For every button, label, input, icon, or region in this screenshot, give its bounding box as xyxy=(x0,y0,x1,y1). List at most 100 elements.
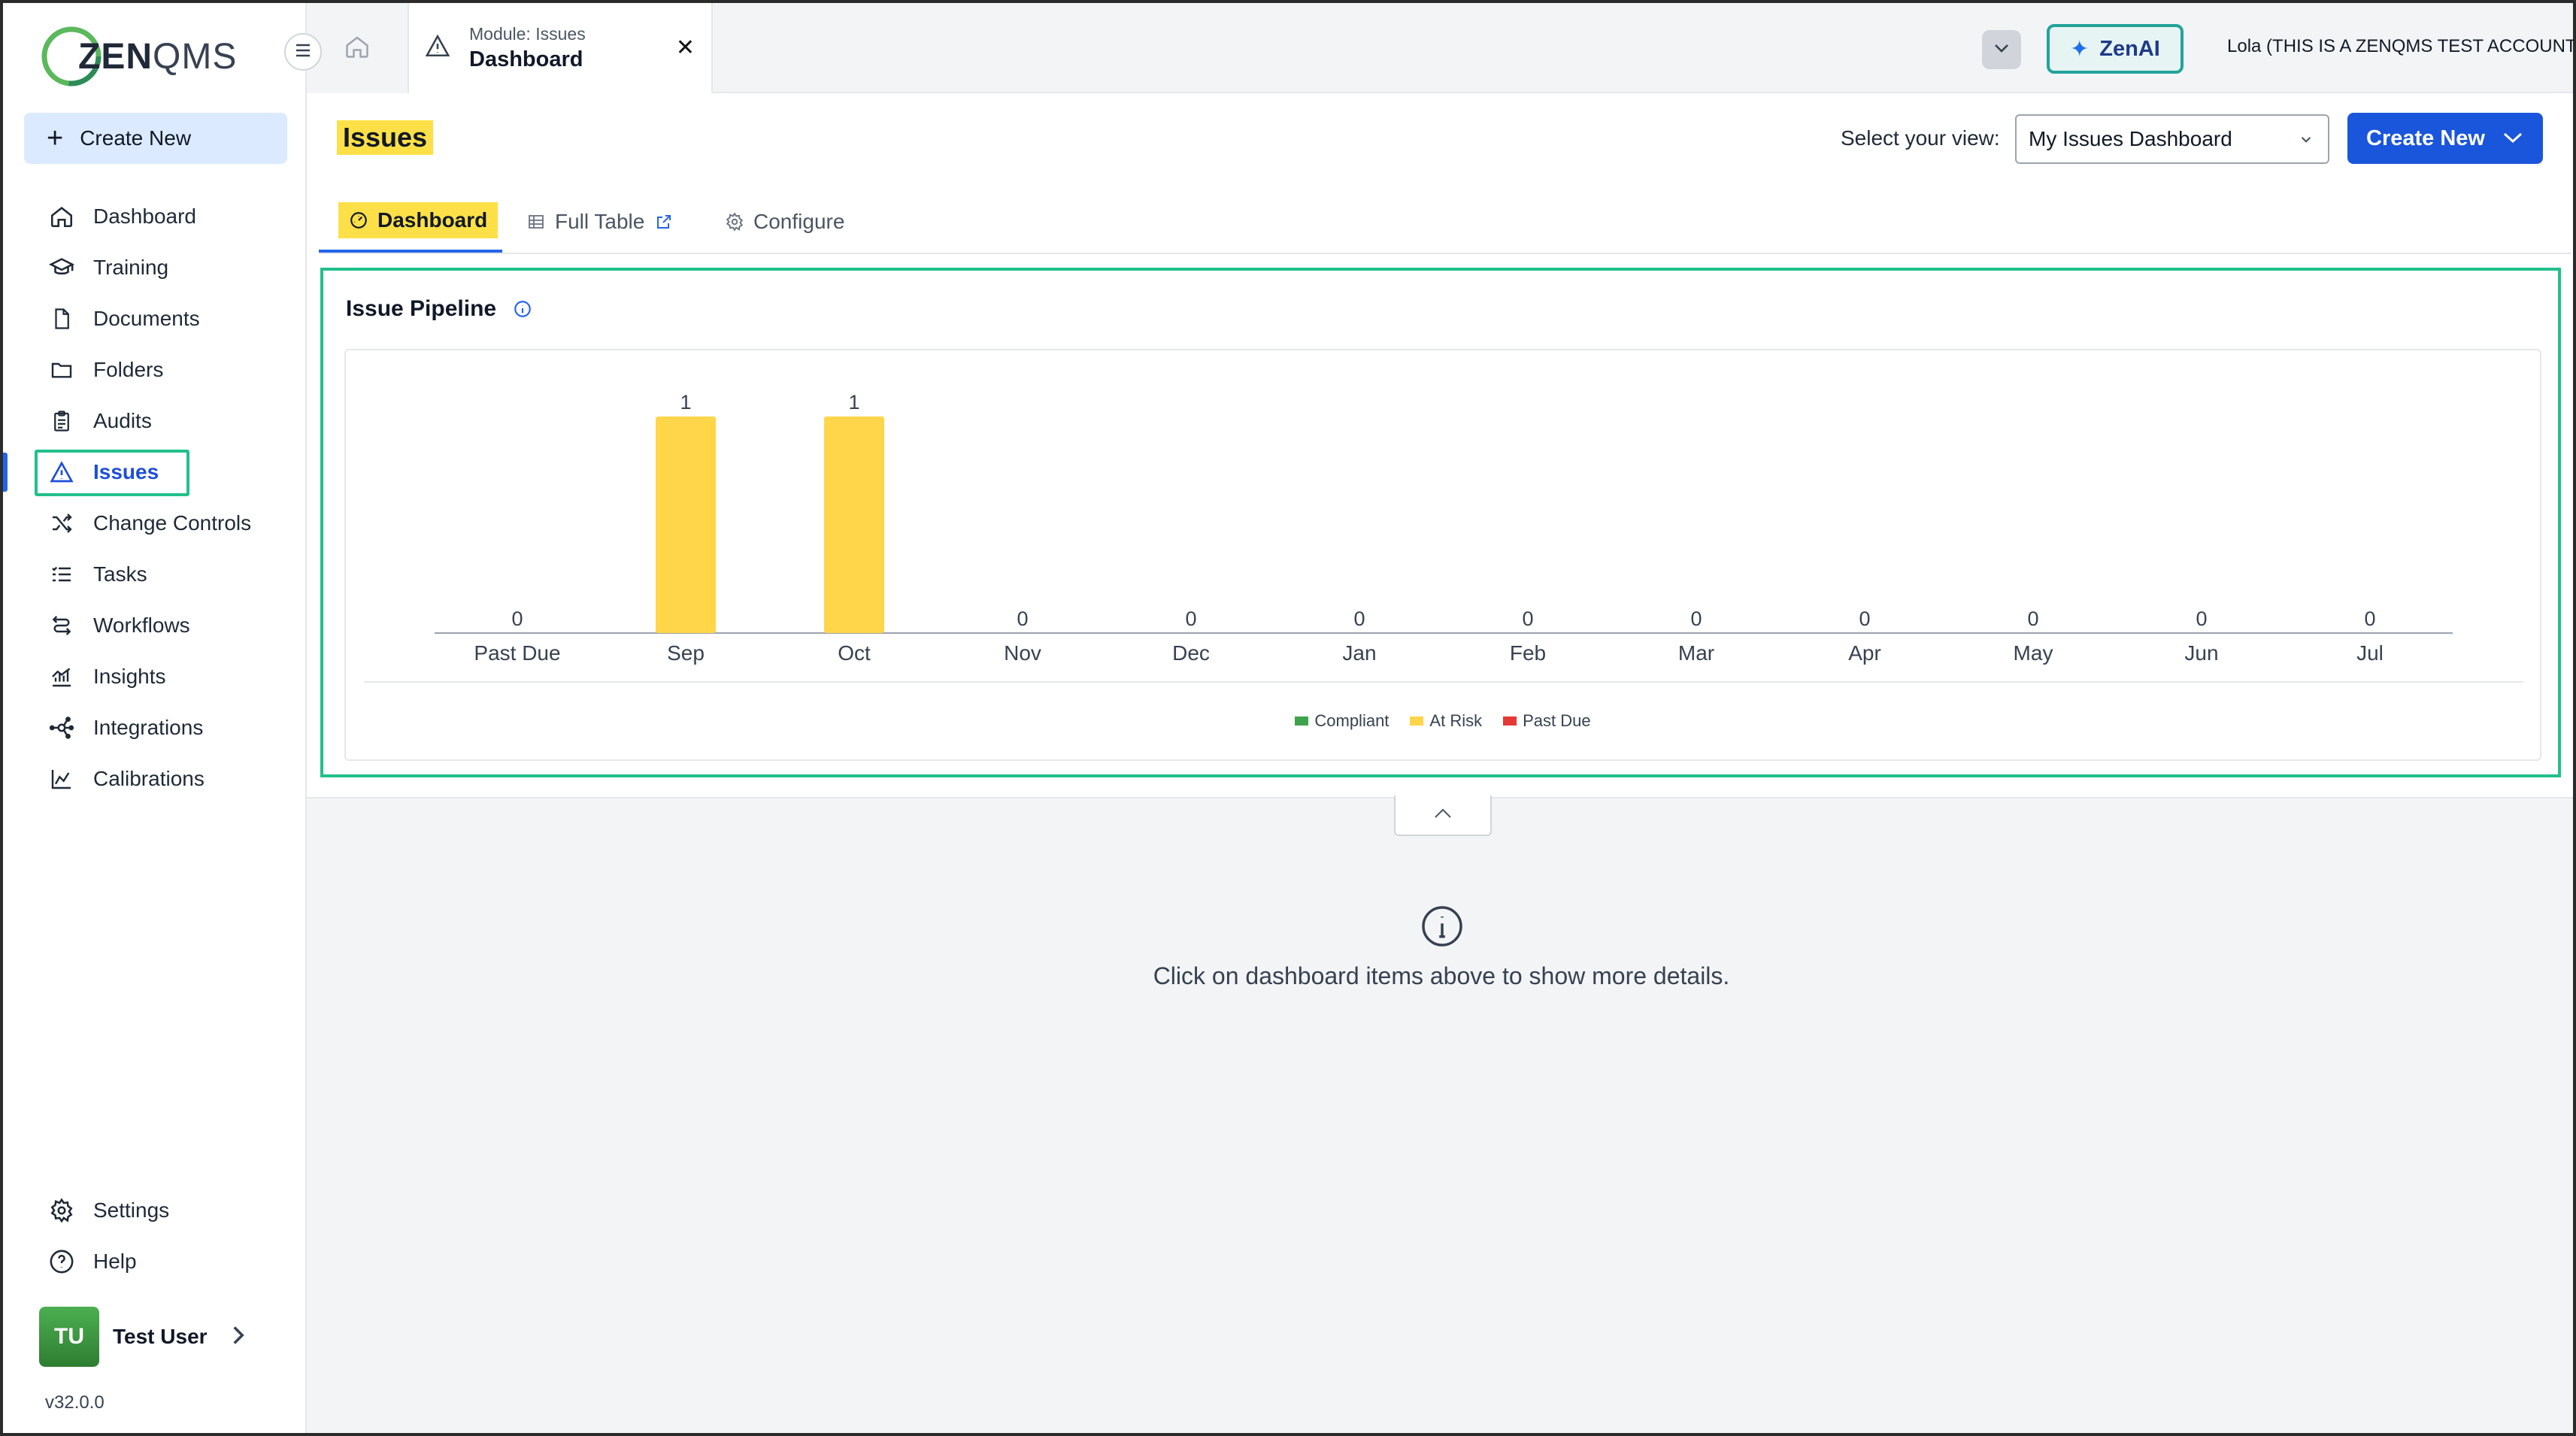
legend-item[interactable]: At Risk xyxy=(1410,711,1482,731)
home-icon xyxy=(343,33,371,64)
sidebar-item-audits[interactable]: Audits xyxy=(3,395,304,447)
x-tick-label: Oct xyxy=(838,641,871,665)
tabs-dropdown-button[interactable] xyxy=(1982,30,2021,69)
legend-label: Compliant xyxy=(1314,711,1390,730)
collapse-handle[interactable] xyxy=(1394,795,1492,836)
data-label: 1 xyxy=(848,391,859,414)
x-tick-label: Jun xyxy=(2184,641,2218,665)
sidebar-item-folders[interactable]: Folders xyxy=(3,344,304,395)
line-chart-icon xyxy=(47,764,77,794)
x-tick-label: Past Due xyxy=(474,641,560,665)
sidebar-item-insights[interactable]: Insights xyxy=(3,651,304,702)
sidebar-item-label: Dashboard xyxy=(93,204,196,228)
x-tick-label: Dec xyxy=(1172,641,1210,665)
sidebar-item-settings[interactable]: Settings xyxy=(3,1185,304,1236)
warning-triangle-icon xyxy=(47,457,77,487)
gear-icon xyxy=(725,212,744,232)
sidebar-item-calibrations[interactable]: Calibrations xyxy=(3,753,304,804)
details-panel: Click on dashboard items above to show m… xyxy=(307,795,2573,1433)
data-label: 0 xyxy=(1690,607,1702,630)
menu-icon xyxy=(294,42,312,62)
tab-configure[interactable]: Configure xyxy=(725,191,844,253)
bar-at-risk-sep[interactable] xyxy=(656,417,716,633)
sidebar-nav: Dashboard Training Documents Folders xyxy=(3,191,304,804)
clipboard-icon xyxy=(47,406,77,436)
bar-at-risk-oct[interactable] xyxy=(824,417,884,633)
legend-swatch xyxy=(1503,716,1517,726)
sidebar-item-label: Insights xyxy=(93,665,166,688)
sidebar-item-integrations[interactable]: Integrations xyxy=(3,702,304,753)
view-select-value: My Issues Dashboard xyxy=(2029,127,2232,150)
page-title: Issues xyxy=(337,120,434,155)
sidebar-item-help[interactable]: Help xyxy=(3,1236,304,1287)
sidebar-item-label: Change Controls xyxy=(93,511,252,535)
sidebar-item-label: Issues xyxy=(93,460,159,483)
x-tick-label: Apr xyxy=(1848,641,1881,665)
sidebar-item-change-controls[interactable]: Change Controls xyxy=(3,498,304,549)
sidebar-item-documents[interactable]: Documents xyxy=(3,293,304,344)
tab-label: Dashboard xyxy=(377,208,488,232)
x-tick-label: Nov xyxy=(1004,641,1041,665)
data-label: 0 xyxy=(1185,607,1196,630)
sidebar-item-issues[interactable]: Issues xyxy=(3,447,304,498)
checklist-icon xyxy=(47,559,77,589)
view-select[interactable]: My Issues Dashboard xyxy=(2015,114,2329,164)
sidebar-item-training[interactable]: Training xyxy=(3,242,304,293)
sidebar-item-label: Training xyxy=(93,256,169,279)
zenqms-logo[interactable]: ZENQMS xyxy=(39,15,237,98)
tab-label: Configure xyxy=(753,210,845,233)
table-icon xyxy=(526,213,546,231)
sidebar-item-label: Settings xyxy=(93,1198,170,1222)
graduation-cap-icon xyxy=(47,253,77,283)
user-name: Test User xyxy=(113,1325,208,1348)
sidebar-item-label: Audits xyxy=(93,409,152,432)
create-new-button[interactable]: Create New xyxy=(2347,113,2543,164)
sidebar-create-new-button[interactable]: + Create New xyxy=(24,113,287,164)
tab-dashboard[interactable]: Dashboard xyxy=(319,191,502,253)
app-version: v32.0.0 xyxy=(45,1392,105,1413)
legend-divider xyxy=(364,681,2523,683)
tab-strip-background xyxy=(713,3,2573,92)
sidebar-item-label: Help xyxy=(93,1250,137,1273)
home-tab[interactable] xyxy=(307,3,409,93)
account-name[interactable]: Lola (THIS IS A ZENQMS TEST ACCOUNT) xyxy=(2227,36,2576,56)
info-icon[interactable] xyxy=(513,299,532,319)
sidebar-toggle-button[interactable] xyxy=(284,33,322,71)
data-label: 0 xyxy=(511,607,523,630)
tab-issues-dashboard[interactable]: Module: Issues Dashboard ✕ xyxy=(409,3,713,93)
x-tick-label: Jul xyxy=(2356,641,2384,665)
sidebar-item-workflows[interactable]: Workflows xyxy=(3,600,304,651)
sidebar-item-tasks[interactable]: Tasks xyxy=(3,549,304,600)
data-label: 0 xyxy=(2196,607,2207,630)
legend-label: At Risk xyxy=(1429,711,1483,730)
sidebar-create-new-label: Create New xyxy=(80,126,192,150)
pipeline-title-text: Issue Pipeline xyxy=(346,296,497,321)
zenai-button[interactable]: ✦ ZenAI xyxy=(2047,24,2184,74)
sidebar-item-label: Documents xyxy=(93,307,200,330)
create-new-label: Create New xyxy=(2366,126,2485,150)
tab-label: Full Table xyxy=(555,210,645,233)
sidebar-item-label: Folders xyxy=(93,358,164,381)
tab-text: Module: Issues Dashboard xyxy=(469,24,586,72)
x-tick-label: Feb xyxy=(1510,641,1546,665)
legend-item[interactable]: Past Due xyxy=(1503,711,1591,731)
close-icon[interactable]: ✕ xyxy=(675,35,695,60)
user-menu[interactable]: TU Test User xyxy=(39,1307,247,1367)
pipeline-title: Issue Pipeline xyxy=(346,296,532,322)
view-tabs: Dashboard Full Table Configure xyxy=(319,191,2571,254)
legend-label: Past Due xyxy=(1523,711,1591,730)
network-icon xyxy=(47,713,77,743)
data-label: 0 xyxy=(1522,607,1533,630)
legend-item[interactable]: Compliant xyxy=(1295,711,1389,731)
tab-module-label: Module: Issues xyxy=(469,24,586,44)
details-empty-message: Click on dashboard items above to show m… xyxy=(1153,962,1730,989)
data-label: 0 xyxy=(2027,607,2038,630)
x-tick-label: Mar xyxy=(1678,641,1714,665)
tab-full-table[interactable]: Full Table xyxy=(526,191,682,253)
sidebar-item-dashboard[interactable]: Dashboard xyxy=(3,191,304,242)
data-label: 0 xyxy=(1353,607,1365,630)
issue-pipeline-panel: Issue Pipeline 0 Past Due 1 Sep 1 Oct 0 Nov 0 Dec… xyxy=(320,268,2561,777)
logo-wordmark: ZENQMS xyxy=(78,36,238,77)
gear-icon xyxy=(47,1195,77,1225)
legend-swatch xyxy=(1410,716,1424,726)
